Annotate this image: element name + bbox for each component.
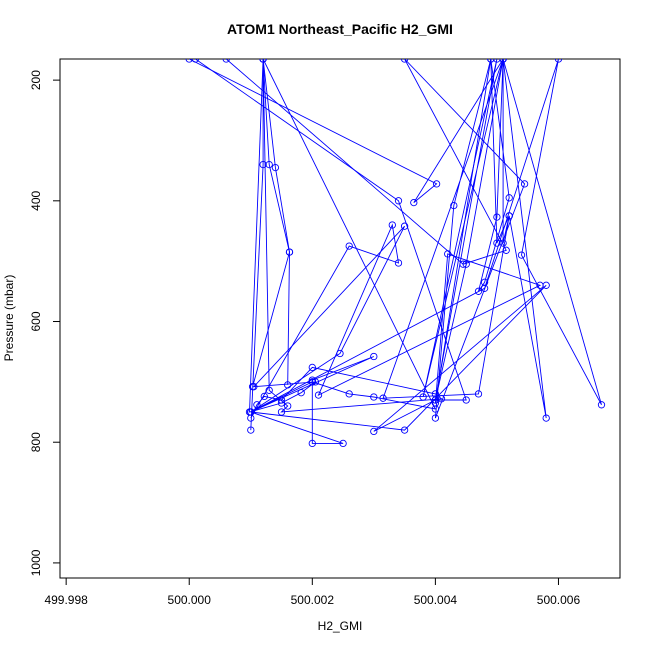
data-point — [432, 180, 441, 188]
data-point — [285, 248, 294, 256]
data-point — [260, 392, 268, 401]
data-point — [400, 222, 409, 230]
data-point — [345, 242, 353, 250]
data-point — [388, 221, 396, 229]
y-axis: 200 400 600 800 1000 — [29, 70, 61, 576]
data-point — [308, 439, 316, 448]
x-tick-label: 500.000 — [168, 593, 212, 607]
data-point — [493, 239, 501, 247]
y-axis-label: Pressure (mbar) — [2, 275, 16, 362]
data-point — [191, 59, 200, 63]
x-tick-label: 499.998 — [44, 593, 88, 607]
data-point — [314, 391, 323, 399]
data-point — [480, 284, 489, 292]
data-point — [394, 197, 403, 205]
data-point — [410, 198, 418, 207]
data-point — [394, 259, 403, 267]
data-point — [284, 402, 292, 410]
data-point — [339, 439, 347, 448]
data-point — [265, 160, 273, 169]
y-tick-label: 200 — [29, 70, 43, 90]
data-point — [493, 59, 501, 63]
x-axis: 499.998 500.000 500.002 500.004 500.006 — [44, 577, 581, 607]
data-point — [271, 163, 280, 172]
data-point — [222, 59, 230, 63]
series-line-1 — [188, 59, 547, 431]
data-point — [499, 59, 507, 63]
data-point — [487, 59, 495, 63]
x-tick-label: 500.006 — [537, 593, 581, 607]
data-point — [370, 393, 378, 401]
data-point — [520, 180, 529, 188]
data-point — [311, 378, 320, 386]
y-tick-label: 1000 — [29, 549, 43, 576]
data-point — [248, 383, 257, 391]
data-point — [379, 394, 387, 402]
y-tick-label: 800 — [29, 432, 43, 452]
data-point — [400, 59, 409, 63]
x-axis-label: H2_GMI — [318, 619, 363, 633]
data-point — [245, 408, 254, 416]
series-line-3 — [195, 59, 602, 413]
data-point — [431, 414, 440, 422]
data-point — [370, 427, 378, 436]
series-line-2 — [225, 59, 547, 444]
data-point — [259, 59, 267, 63]
series-layer — [185, 59, 606, 448]
data-point — [345, 390, 353, 398]
y-tick-label: 600 — [29, 311, 43, 331]
data-point — [419, 393, 427, 401]
data-point — [474, 287, 483, 295]
x-tick-label: 500.004 — [414, 593, 458, 607]
data-point — [185, 59, 193, 63]
x-tick-label: 500.002 — [291, 593, 335, 607]
chart-title: ATOM1 Northeast_Pacific H2_GMI — [227, 21, 453, 37]
data-point — [505, 194, 513, 202]
data-point — [542, 281, 550, 289]
data-point — [370, 352, 378, 361]
data-point — [493, 213, 501, 221]
data-point — [400, 426, 409, 434]
data-point — [474, 390, 483, 398]
data-point — [502, 246, 510, 254]
data-point — [597, 401, 606, 409]
data-point — [462, 396, 470, 404]
data-point — [431, 396, 440, 404]
data-point — [431, 405, 440, 413]
data-point — [247, 426, 255, 434]
data-point — [308, 363, 316, 372]
data-point — [554, 59, 563, 63]
data-point — [517, 251, 526, 259]
data-point — [336, 349, 344, 358]
plot-frame — [59, 58, 621, 579]
data-point — [297, 389, 305, 397]
data-point — [462, 260, 470, 268]
data-point — [542, 414, 550, 422]
y-tick-label: 400 — [29, 190, 43, 210]
data-point — [265, 386, 273, 394]
data-point — [277, 399, 286, 407]
data-point — [450, 201, 458, 210]
